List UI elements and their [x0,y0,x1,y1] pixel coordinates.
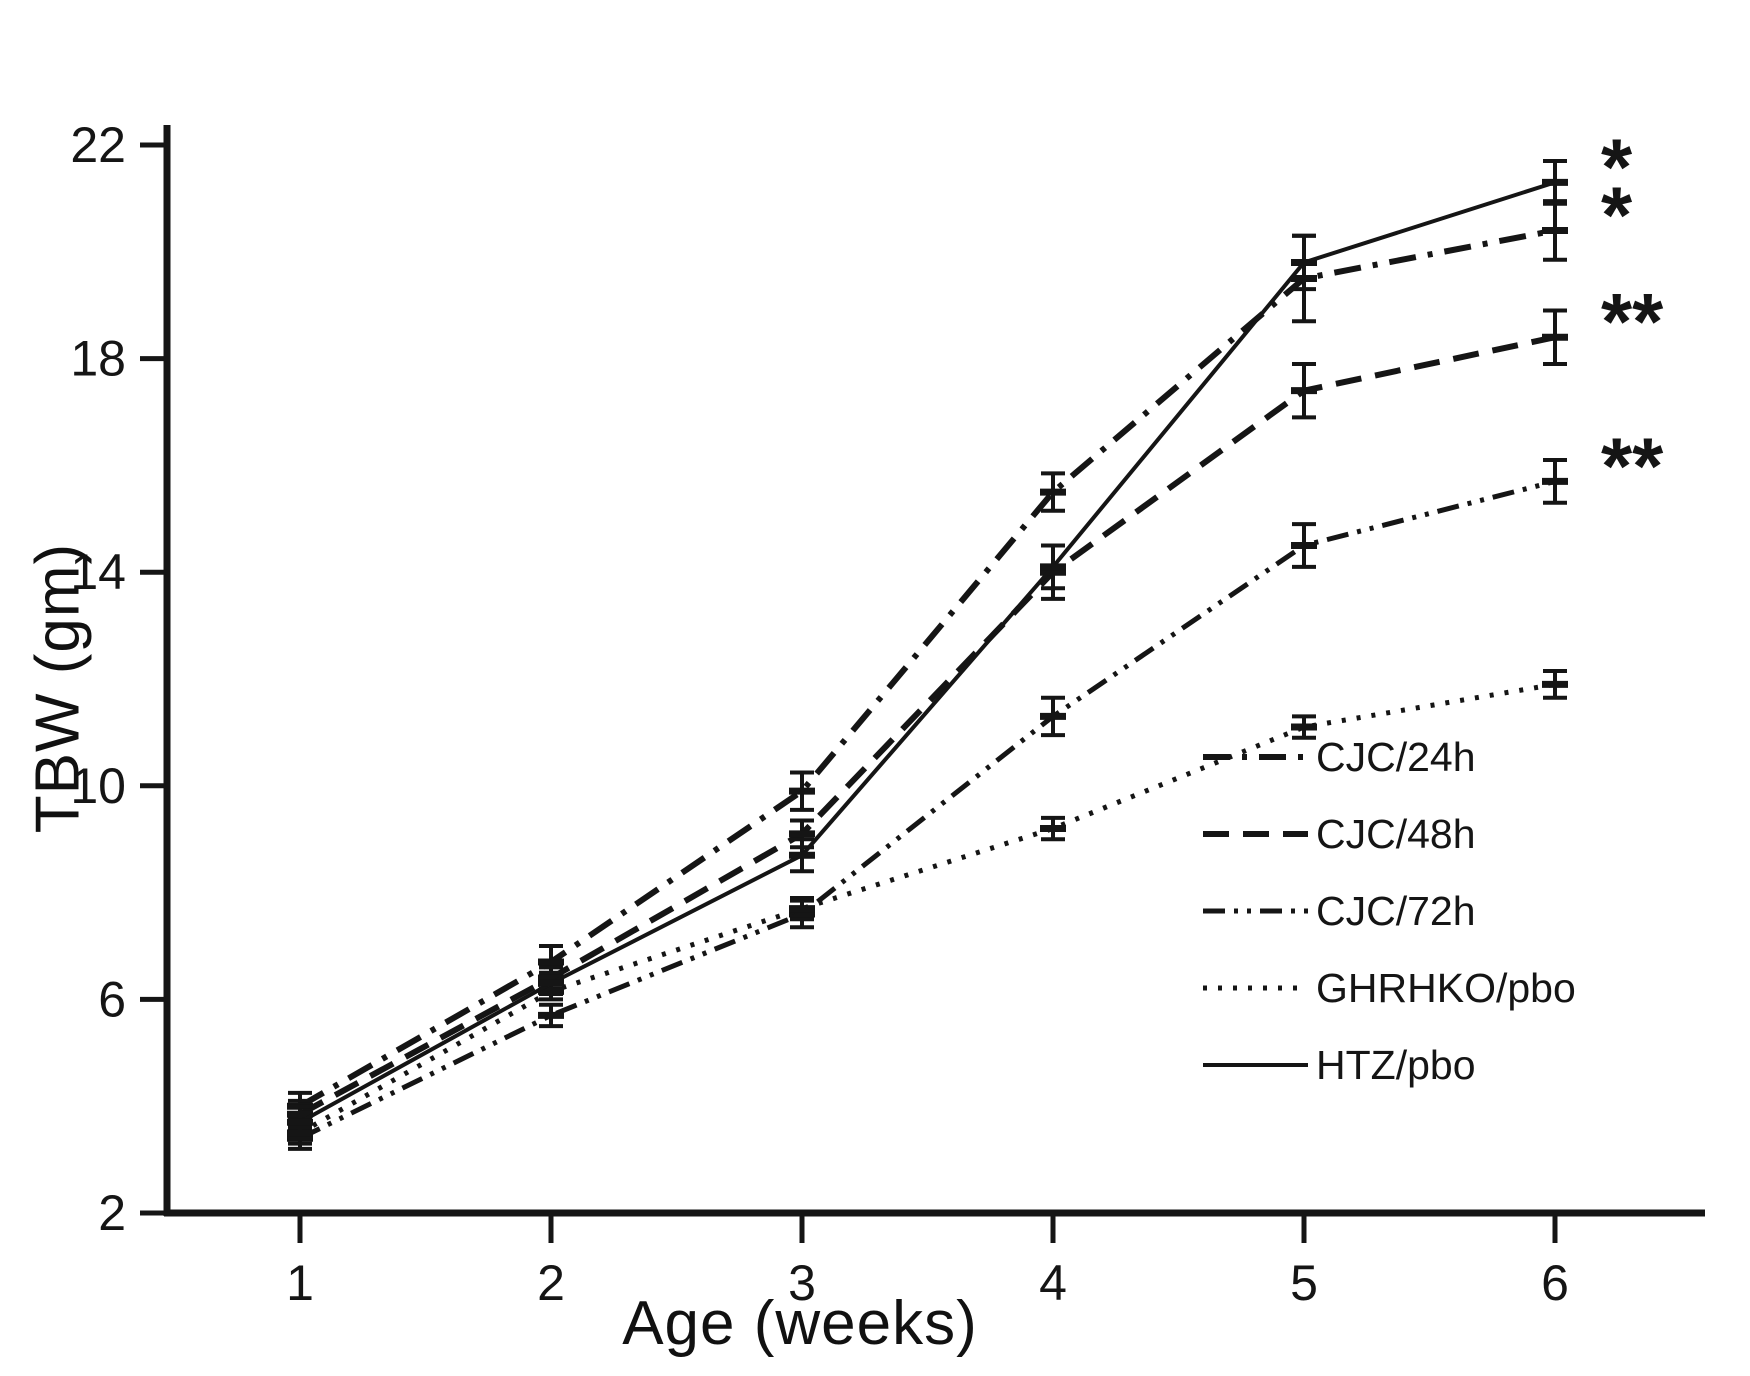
significance-marker: ** [1601,277,1664,366]
legend-label: GHRHKO/pbo [1316,965,1576,1011]
significance-marker: * [1601,170,1633,259]
significance-marker: ** [1601,421,1664,510]
y-tick-label: 22 [70,117,126,173]
series-line [298,478,1556,1141]
series-cjc-72h: ** [287,421,1664,1151]
x-tick-label: 2 [537,1255,565,1311]
series-line [298,334,1556,1117]
y-tick-label: 6 [98,971,126,1027]
series-line [298,227,1556,1109]
x-tick-label: 6 [1541,1255,1569,1311]
y-tick-label: 14 [70,544,126,600]
legend: CJC/24h CJC/48h CJC/72h GHRHKO/pbo HTZ/pbo [1203,734,1576,1088]
y-tick-label: 18 [70,331,126,387]
x-tick-label: 1 [286,1255,314,1311]
legend-label: CJC/24h [1316,734,1476,780]
legend-label: CJC/72h [1316,888,1476,934]
y-axis-title: TBW (gm) [23,542,93,834]
series-line [299,180,1556,1124]
series-line [298,681,1556,1136]
series-cjc-24h: * [287,170,1633,1122]
x-tick-label: 4 [1039,1255,1067,1311]
legend-label: CJC/48h [1316,811,1476,857]
significance-marker: * [1601,122,1633,211]
series-htz-pbo: * [287,122,1633,1141]
x-axis-title: Age (weeks) [622,1289,978,1358]
x-tick-label: 3 [788,1255,816,1311]
x-tick-label: 5 [1290,1255,1318,1311]
legend-label: HTZ/pbo [1316,1042,1476,1088]
y-tick-label: 2 [98,1185,126,1241]
y-tick-label: 10 [70,758,126,814]
series-ghrhko-pbo [287,668,1568,1146]
